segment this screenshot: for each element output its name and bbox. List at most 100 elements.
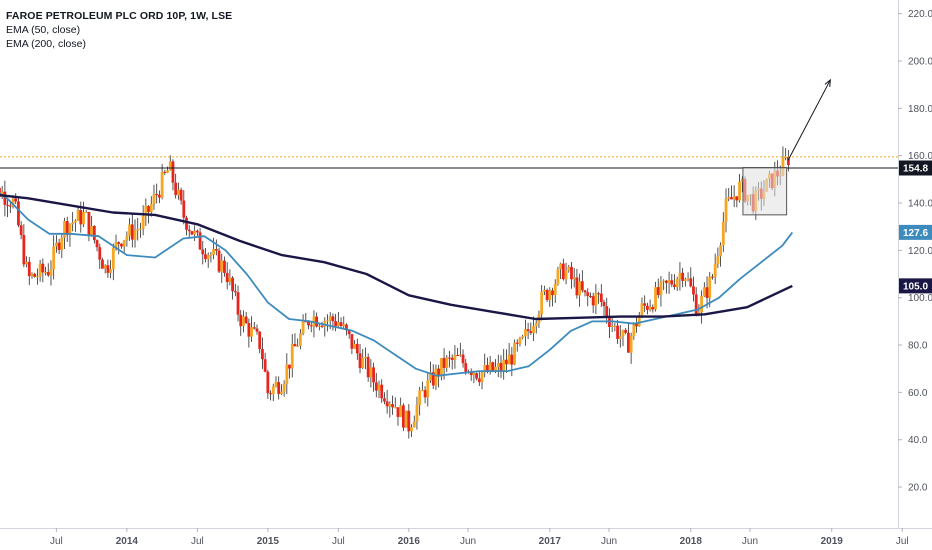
candle[interactable]	[171, 159, 175, 191]
candle[interactable]	[431, 364, 435, 389]
candle[interactable]	[290, 334, 294, 378]
candle[interactable]	[423, 386, 427, 404]
candle[interactable]	[204, 247, 207, 263]
candle[interactable]	[458, 342, 462, 357]
candle[interactable]	[309, 322, 313, 333]
candle[interactable]	[640, 297, 644, 319]
candle[interactable]	[402, 403, 405, 432]
candle[interactable]	[580, 270, 584, 293]
candle[interactable]	[206, 252, 210, 268]
candle[interactable]	[716, 247, 720, 269]
candle[interactable]	[551, 287, 554, 307]
candle[interactable]	[250, 316, 253, 342]
candle[interactable]	[355, 338, 359, 360]
candle[interactable]	[578, 273, 582, 307]
candle[interactable]	[334, 313, 338, 332]
ema50-legend[interactable]: EMA (50, close)	[6, 24, 81, 36]
candle[interactable]	[342, 316, 346, 329]
candle[interactable]	[0, 185, 4, 199]
candle[interactable]	[144, 198, 148, 226]
candle[interactable]	[542, 285, 546, 296]
candle[interactable]	[396, 407, 400, 426]
candle[interactable]	[195, 229, 199, 238]
candle[interactable]	[17, 197, 20, 228]
candle[interactable]	[599, 284, 603, 307]
candle[interactable]	[261, 337, 264, 369]
candle[interactable]	[179, 187, 183, 205]
candle[interactable]	[323, 317, 327, 337]
candle[interactable]	[732, 185, 736, 208]
candle[interactable]	[496, 354, 500, 378]
candle[interactable]	[130, 213, 134, 248]
candle[interactable]	[385, 389, 389, 414]
candle[interactable]	[412, 415, 416, 428]
candle[interactable]	[510, 347, 514, 377]
candle[interactable]	[155, 183, 159, 204]
candle[interactable]	[293, 333, 297, 347]
candle[interactable]	[201, 240, 205, 265]
candle[interactable]	[727, 188, 731, 202]
candle[interactable]	[567, 264, 571, 273]
candle[interactable]	[673, 274, 676, 290]
candle[interactable]	[719, 242, 722, 267]
candle[interactable]	[597, 291, 600, 304]
candle[interactable]	[724, 188, 728, 233]
candle[interactable]	[692, 276, 695, 302]
candle[interactable]	[331, 313, 335, 331]
candle[interactable]	[27, 257, 31, 286]
candle[interactable]	[445, 355, 449, 373]
candle[interactable]	[477, 371, 481, 386]
candle[interactable]	[540, 285, 544, 321]
candle[interactable]	[339, 317, 343, 329]
candle[interactable]	[605, 297, 609, 324]
candle[interactable]	[57, 238, 61, 255]
candle[interactable]	[255, 324, 259, 335]
candle[interactable]	[391, 395, 394, 415]
candle[interactable]	[242, 310, 245, 333]
candle[interactable]	[288, 364, 291, 379]
candle[interactable]	[350, 334, 354, 355]
candle[interactable]	[46, 263, 50, 277]
candle[interactable]	[231, 276, 235, 300]
candle[interactable]	[475, 372, 478, 381]
candle[interactable]	[534, 320, 538, 334]
candle[interactable]	[618, 325, 622, 348]
candle[interactable]	[659, 275, 663, 307]
candle[interactable]	[372, 362, 375, 392]
candle[interactable]	[22, 224, 26, 268]
candle[interactable]	[670, 274, 674, 288]
candle[interactable]	[38, 259, 42, 282]
candle[interactable]	[583, 289, 587, 297]
candle[interactable]	[589, 292, 592, 299]
candle[interactable]	[702, 282, 706, 298]
candle[interactable]	[648, 299, 652, 312]
candle[interactable]	[369, 359, 373, 388]
candle[interactable]	[358, 343, 362, 374]
candle[interactable]	[377, 380, 381, 399]
candle[interactable]	[82, 201, 85, 228]
breakout-arrow[interactable]	[787, 79, 831, 161]
candle[interactable]	[326, 314, 329, 332]
candle[interactable]	[448, 350, 451, 368]
candle[interactable]	[450, 354, 454, 370]
candle[interactable]	[518, 336, 522, 347]
candle[interactable]	[111, 243, 115, 281]
candle[interactable]	[239, 310, 243, 336]
candle[interactable]	[247, 318, 251, 348]
candle[interactable]	[280, 384, 283, 396]
candle[interactable]	[472, 371, 476, 384]
candle[interactable]	[320, 321, 324, 329]
candle[interactable]	[616, 319, 619, 344]
candle[interactable]	[312, 310, 316, 338]
candle[interactable]	[163, 169, 167, 176]
candle[interactable]	[353, 340, 357, 350]
candle[interactable]	[502, 348, 506, 380]
candle[interactable]	[36, 268, 39, 285]
candle[interactable]	[133, 219, 137, 248]
candle[interactable]	[298, 329, 302, 350]
candle[interactable]	[128, 218, 131, 241]
candle[interactable]	[683, 277, 687, 287]
candle[interactable]	[6, 199, 9, 217]
candle[interactable]	[198, 227, 202, 250]
candle[interactable]	[507, 343, 511, 365]
